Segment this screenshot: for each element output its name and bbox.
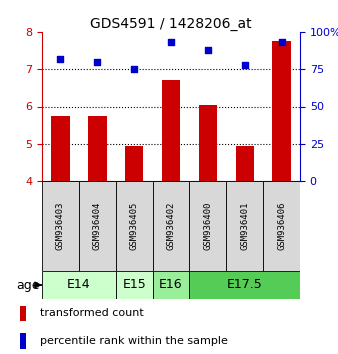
Text: E15: E15 xyxy=(122,279,146,291)
Bar xyxy=(42,181,79,271)
Bar xyxy=(226,181,263,271)
Bar xyxy=(125,145,143,181)
Text: GSM936405: GSM936405 xyxy=(130,202,139,250)
Text: GSM936400: GSM936400 xyxy=(203,202,212,250)
Bar xyxy=(20,306,26,321)
Text: percentile rank within the sample: percentile rank within the sample xyxy=(40,336,228,346)
Text: E17.5: E17.5 xyxy=(227,279,263,291)
Point xyxy=(242,62,247,68)
Bar xyxy=(272,41,291,181)
Bar xyxy=(42,271,116,299)
Bar xyxy=(152,181,189,271)
Point xyxy=(205,47,211,53)
Text: age: age xyxy=(17,279,40,291)
Text: GSM936406: GSM936406 xyxy=(277,202,286,250)
Text: GSM936401: GSM936401 xyxy=(240,202,249,250)
Text: transformed count: transformed count xyxy=(40,308,144,318)
Text: GSM936402: GSM936402 xyxy=(167,202,175,250)
Text: E14: E14 xyxy=(67,279,91,291)
Title: GDS4591 / 1428206_at: GDS4591 / 1428206_at xyxy=(90,17,252,31)
Bar xyxy=(189,181,226,271)
Bar xyxy=(20,333,26,348)
Bar xyxy=(88,116,106,181)
Bar xyxy=(162,80,180,181)
Point xyxy=(168,40,174,45)
Point xyxy=(58,56,63,62)
Point xyxy=(279,40,284,45)
Bar xyxy=(236,145,254,181)
Text: GSM936404: GSM936404 xyxy=(93,202,102,250)
Point xyxy=(95,59,100,65)
Bar xyxy=(116,271,152,299)
Point xyxy=(131,67,137,72)
Bar xyxy=(189,271,300,299)
Bar xyxy=(79,181,116,271)
Text: E16: E16 xyxy=(159,279,183,291)
Bar xyxy=(263,181,300,271)
Bar xyxy=(116,181,152,271)
Text: GSM936403: GSM936403 xyxy=(56,202,65,250)
Bar xyxy=(199,105,217,181)
Bar xyxy=(152,271,189,299)
Bar xyxy=(51,116,70,181)
